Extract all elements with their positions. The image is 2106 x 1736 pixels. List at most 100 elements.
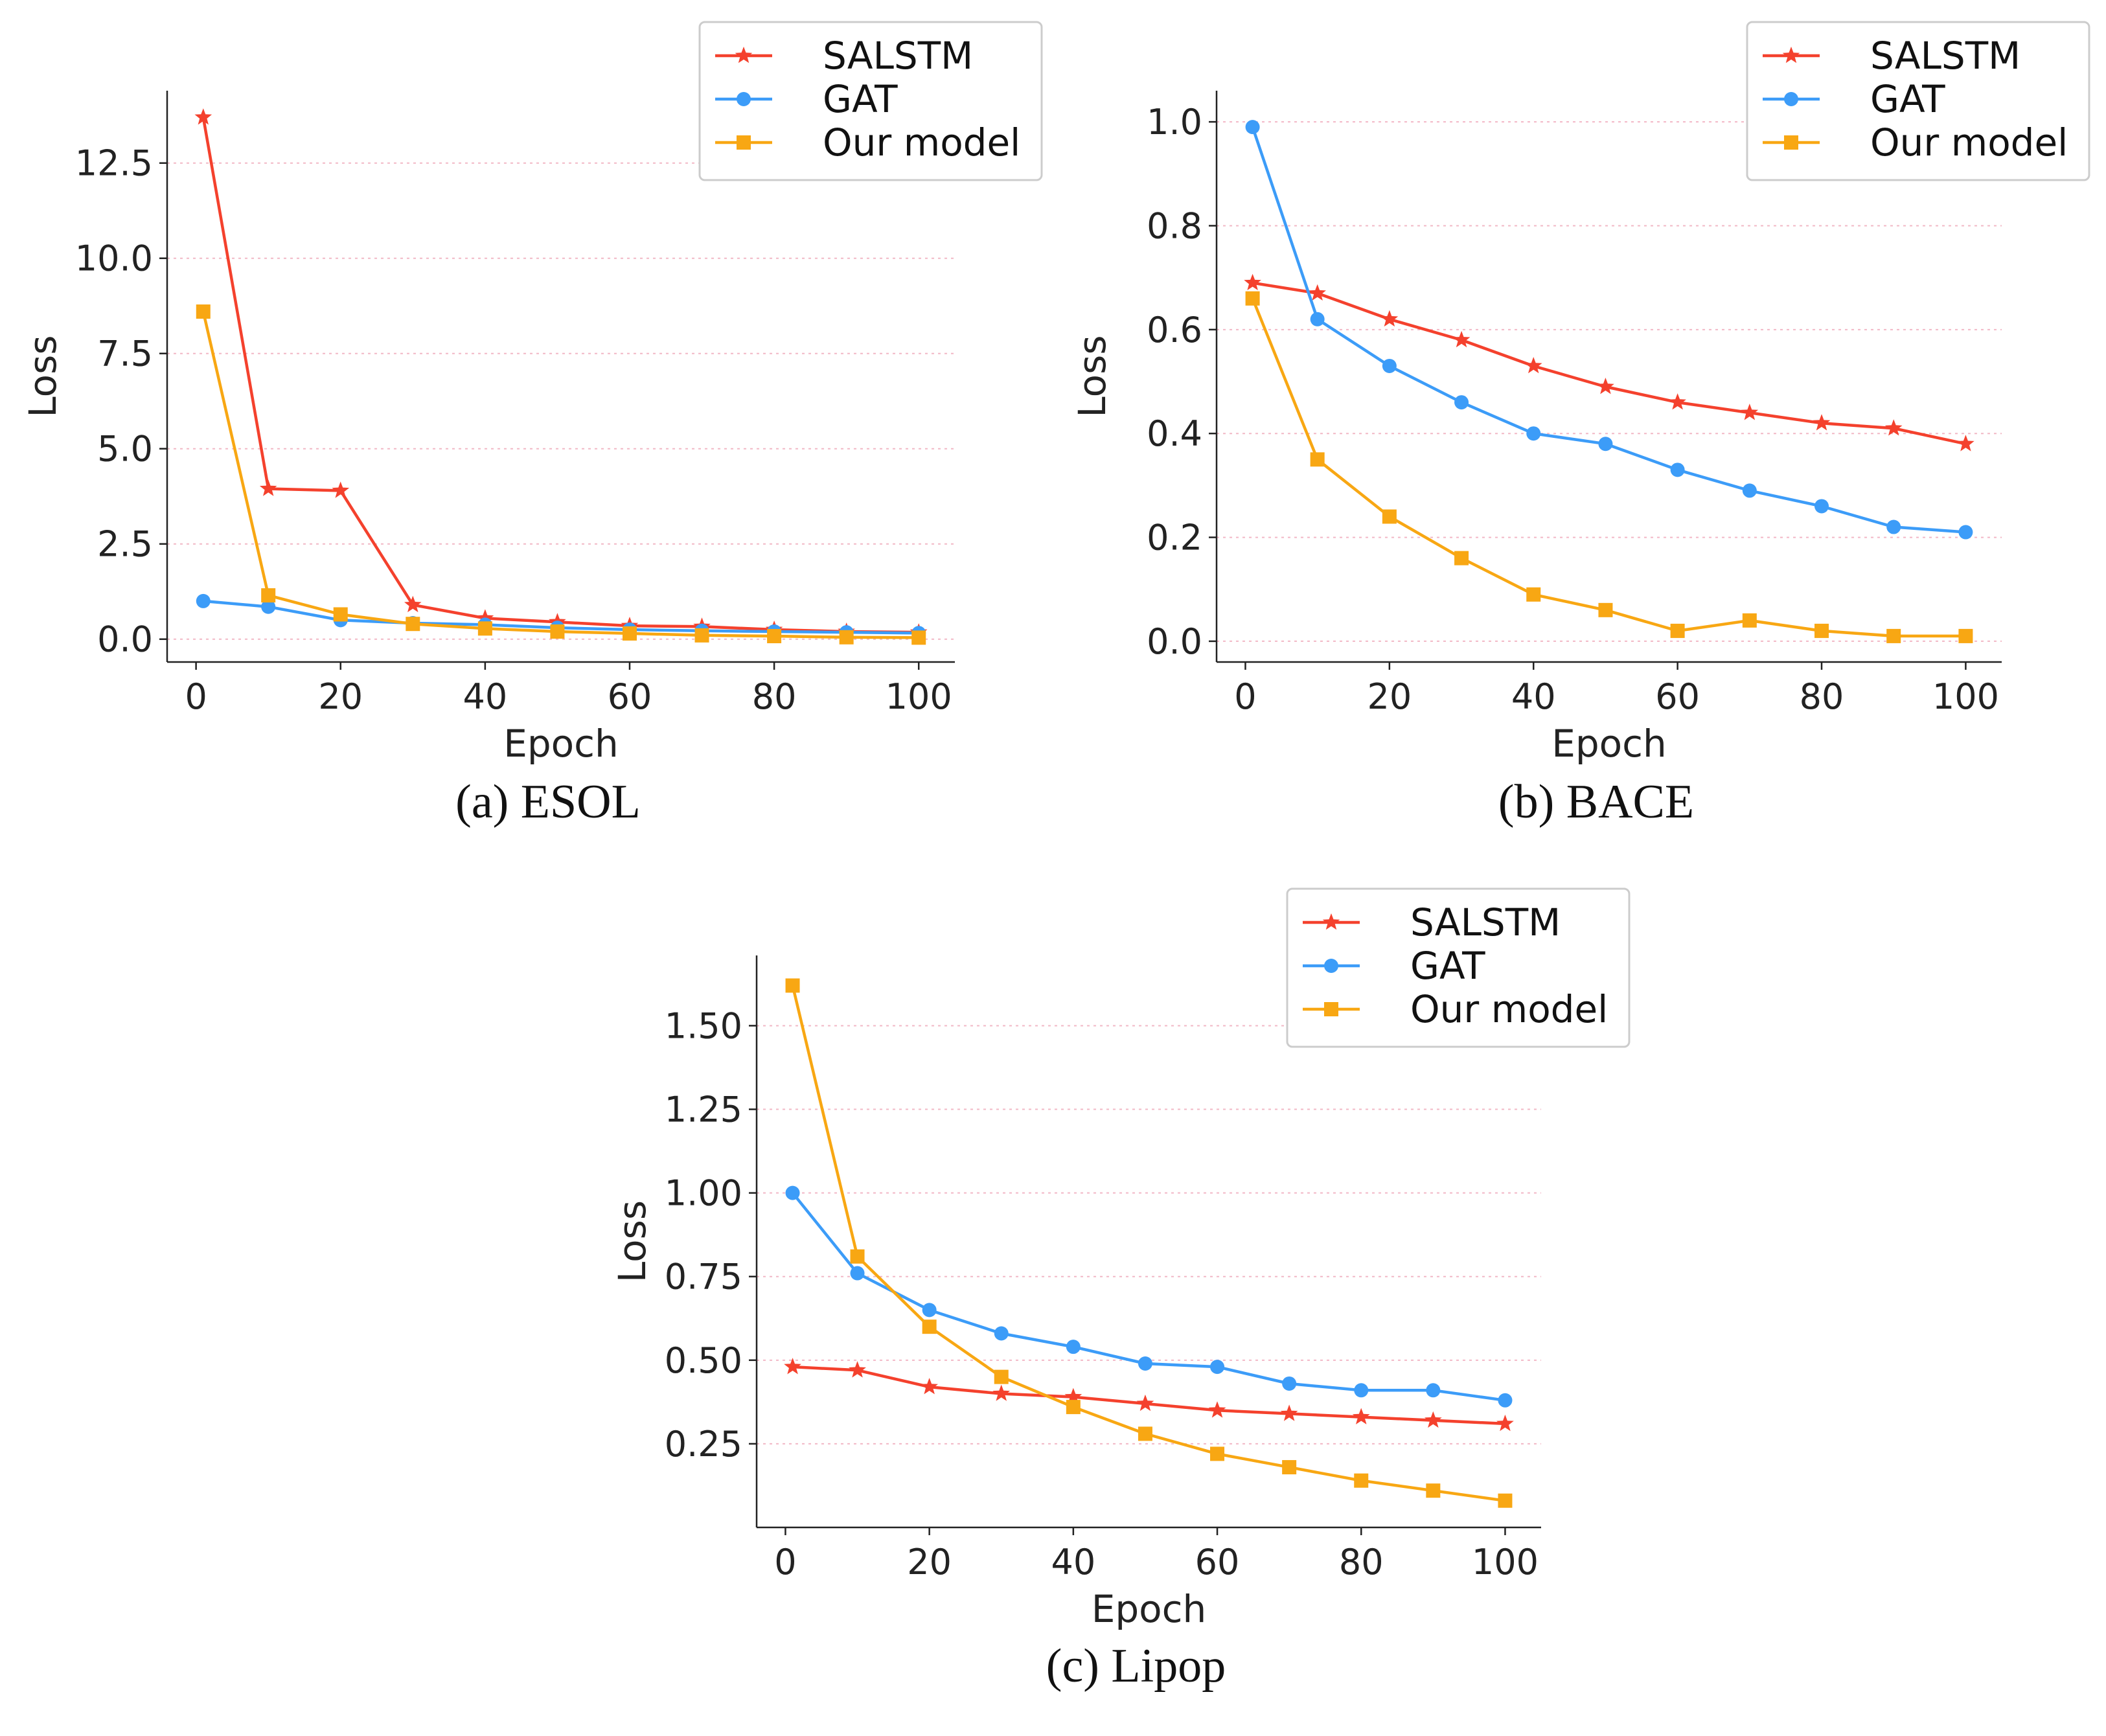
data-point [1136, 1394, 1154, 1411]
data-point [1598, 602, 1613, 617]
data-point [1670, 623, 1685, 638]
data-point [694, 628, 709, 643]
data-point [994, 1326, 1009, 1341]
data-point [259, 479, 277, 496]
data-point [1454, 395, 1469, 410]
y-axis-label: Loss [610, 1200, 654, 1283]
y-tick-label: 1.00 [665, 1173, 742, 1214]
x-tick-label: 0 [1234, 676, 1256, 717]
data-point [1498, 1493, 1513, 1508]
legend-label: Our model [1410, 987, 1608, 1031]
x-tick-label: 80 [752, 676, 797, 717]
y-tick-label: 0.25 [665, 1424, 742, 1465]
series-line [1252, 281, 1966, 446]
data-point [1138, 1356, 1152, 1371]
data-point [922, 1303, 937, 1318]
data-point [1813, 414, 1831, 431]
data-point [1886, 628, 1901, 643]
data-point [1884, 419, 1903, 436]
data-point [1454, 551, 1469, 565]
data-point [911, 630, 926, 645]
legend-marker [1784, 135, 1798, 150]
y-tick-label: 0.0 [1147, 621, 1202, 662]
x-tick-label: 80 [1800, 676, 1844, 717]
data-point [1066, 1400, 1081, 1415]
data-point [1426, 1383, 1441, 1398]
y-tick-label: 2.5 [97, 524, 153, 565]
x-axis-label: Epoch [1092, 1587, 1207, 1631]
x-tick-label: 40 [463, 676, 508, 717]
data-point [1064, 1388, 1082, 1404]
x-tick-label: 20 [907, 1542, 952, 1582]
data-point [1598, 437, 1613, 451]
chart-bace: 0.0 0.2 0.4 0.6 0.8 1.0 0 20 40 60 80 100 Epoch Loss S… [1070, 21, 2090, 828]
y-axis-label: Loss [1070, 335, 1114, 417]
x-tick-label: 0 [185, 676, 207, 717]
data-point [196, 593, 211, 608]
legend-label: GAT [1870, 77, 1945, 121]
data-point [261, 588, 276, 603]
data-point [333, 607, 348, 622]
legend-label: SALSTM [1410, 900, 1561, 944]
data-point [1425, 1411, 1442, 1428]
data-point [1066, 1340, 1081, 1354]
data-point [622, 626, 637, 641]
y-tick-label: 10.0 [75, 238, 153, 279]
x-tick-label: 20 [318, 676, 363, 717]
legend-box [1746, 21, 2090, 181]
x-tick-label: 100 [1932, 676, 1999, 717]
y-tick-label: 7.5 [97, 334, 153, 374]
data-point [477, 621, 492, 636]
series-line [201, 117, 919, 634]
data-point [1426, 1483, 1441, 1498]
data-point [1309, 284, 1326, 301]
legend-marker [1322, 913, 1340, 930]
data-point [850, 1266, 865, 1281]
data-point [1210, 1446, 1225, 1461]
data-point [1958, 525, 1973, 540]
data-point [1354, 1383, 1369, 1398]
legend-label: Our model [823, 120, 1020, 165]
x-tick-label: 60 [608, 676, 652, 717]
series-gat [785, 1185, 1513, 1408]
y-tick-label: 0.4 [1147, 413, 1202, 454]
x-tick-label: 20 [1368, 676, 1412, 717]
x-tick-label: 100 [1472, 1542, 1539, 1582]
data-point [922, 1319, 937, 1334]
series-line [792, 1365, 1505, 1426]
y-tick-label: 1.0 [1147, 102, 1202, 143]
data-point [994, 1369, 1009, 1384]
y-tick-label: 0.75 [665, 1257, 742, 1297]
chart-lipop: 0.25 0.50 0.75 1.00 1.25 1.50 0 20 40 60 80 100 Epoc… [610, 887, 1631, 1693]
series-line [201, 311, 919, 639]
data-point [785, 1185, 800, 1200]
data-point [1244, 273, 1261, 290]
data-point [196, 304, 211, 319]
x-tick-label: 40 [1051, 1542, 1095, 1582]
x-tick-label: 0 [774, 1542, 796, 1582]
y-tick-label: 1.50 [665, 1005, 742, 1046]
y-tick-label: 0.8 [1147, 205, 1202, 246]
data-point [1245, 291, 1260, 306]
legend-label: Our model [1870, 120, 2068, 165]
data-point [1310, 452, 1325, 467]
data-point [1354, 1473, 1369, 1488]
legend-marker [735, 47, 753, 63]
x-tick-label: 80 [1339, 1542, 1384, 1582]
data-point [1742, 613, 1757, 628]
y-tick-label: 0.0 [97, 619, 153, 660]
data-point [1958, 628, 1973, 643]
series-our-model [785, 978, 1513, 1508]
data-point [1669, 393, 1686, 410]
data-point [1380, 310, 1399, 327]
legend-marker [1782, 47, 1800, 63]
data-point [406, 617, 420, 632]
data-point [1310, 312, 1325, 326]
data-point [1382, 358, 1397, 373]
data-point [1282, 1460, 1297, 1475]
legend-marker [1784, 92, 1798, 106]
y-axis-label: Loss [21, 335, 65, 417]
series-salstm [194, 108, 928, 640]
